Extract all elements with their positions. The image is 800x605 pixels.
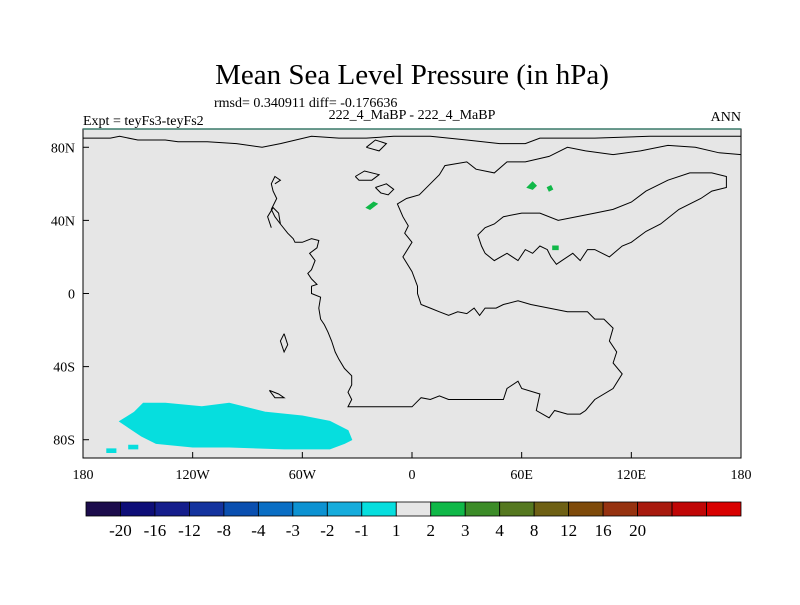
coastline-6 xyxy=(365,139,388,152)
colorbar-swatch xyxy=(637,501,673,517)
colorbar-swatch xyxy=(533,501,570,517)
coastlines xyxy=(83,135,742,419)
colorbar: -20 -16 -12 -8 -4 -3 -2 -1 1 2 3 4 8 12 16 20 xyxy=(85,501,742,540)
y-tick-label: 80S xyxy=(53,434,75,449)
colorbar-label: -8 xyxy=(217,521,231,540)
colorbar-swatch xyxy=(154,501,190,517)
colorbar-label: 4 xyxy=(495,521,504,540)
y-tick-label: 0 xyxy=(68,288,75,303)
coastline-1 xyxy=(83,135,741,148)
speck-tibet xyxy=(552,245,559,251)
colorbar-label: -3 xyxy=(286,521,300,540)
colorbar-label: 16 xyxy=(595,521,612,540)
y-tick-label: 40N xyxy=(51,214,75,229)
colorbar-label: -12 xyxy=(178,521,201,540)
chart-subtitle: 222_4_MaBP - 222_4_MaBP xyxy=(329,108,496,123)
coastline-2 xyxy=(270,144,742,419)
colorbar-label: -2 xyxy=(320,521,334,540)
southern-anomaly xyxy=(118,402,353,450)
x-tick-label: 60E xyxy=(510,468,533,483)
colorbar-swatch xyxy=(568,501,604,517)
colorbar-swatch xyxy=(671,501,707,517)
speck-sw-1 xyxy=(128,444,139,450)
colorbar-label: 12 xyxy=(560,521,577,540)
colorbar-swatch xyxy=(430,501,466,517)
y-tick-label: 80N xyxy=(51,141,75,156)
x-tick-label: 120W xyxy=(176,468,211,483)
colorbar-swatch xyxy=(257,501,294,517)
x-tick-label: 120E xyxy=(617,468,647,483)
coastline-4 xyxy=(375,183,395,196)
colorbar-swatch xyxy=(602,501,638,517)
colorbar-label: 3 xyxy=(461,521,470,540)
y-axis: 80N 40N 0 40S 80S xyxy=(51,141,89,449)
colorbar-swatch xyxy=(499,501,535,517)
colorbar-label: 1 xyxy=(392,521,401,540)
plot-area xyxy=(82,128,742,459)
colorbar-label: -4 xyxy=(251,521,266,540)
x-tick-label: 0 xyxy=(409,468,416,483)
colorbar-label: -20 xyxy=(109,521,132,540)
speck-atlantic xyxy=(365,201,379,210)
anomaly-field xyxy=(106,181,559,453)
colorbar-swatch xyxy=(326,501,363,517)
x-tick-label: 180 xyxy=(73,468,94,483)
chart-title: Mean Sea Level Pressure (in hPa) xyxy=(215,59,609,91)
colorbar-swatch xyxy=(395,501,432,517)
coastline-8 xyxy=(279,333,289,354)
colorbar-label: -1 xyxy=(355,521,369,540)
experiment-label: Expt = teyFs3-teyFs2 xyxy=(83,114,204,129)
colorbar-swatch xyxy=(292,501,328,517)
x-tick-label: 60W xyxy=(289,468,317,483)
colorbar-swatch xyxy=(120,501,156,517)
colorbar-label: 20 xyxy=(629,521,646,540)
colorbar-label: -16 xyxy=(144,521,167,540)
colorbar-swatch xyxy=(85,501,121,517)
colorbar-swatch xyxy=(361,501,397,517)
colorbar-swatch xyxy=(706,501,742,517)
coastline-5 xyxy=(354,170,381,181)
speck-sw-2 xyxy=(106,448,117,453)
y-tick-label: 40S xyxy=(53,361,75,376)
colorbar-label: 8 xyxy=(530,521,539,540)
plot-background xyxy=(83,129,741,458)
colorbar-swatch xyxy=(464,501,501,517)
coastline-7 xyxy=(477,172,727,265)
coastline-9 xyxy=(269,389,286,399)
colorbar-label: 2 xyxy=(426,521,435,540)
stats-line: rmsd= 0.340911 diff= -0.176636 xyxy=(214,96,397,111)
x-tick-label: 180 xyxy=(731,468,752,483)
colorbar-swatch xyxy=(189,501,225,517)
speck-siberia-2 xyxy=(546,185,554,192)
speck-siberia-1 xyxy=(526,181,538,190)
coastline-3 xyxy=(267,206,281,228)
colorbar-swatch xyxy=(223,501,259,517)
season-label: ANN xyxy=(711,110,741,125)
x-axis: 180 120W 60W 0 60E 120E 180 xyxy=(73,452,752,483)
